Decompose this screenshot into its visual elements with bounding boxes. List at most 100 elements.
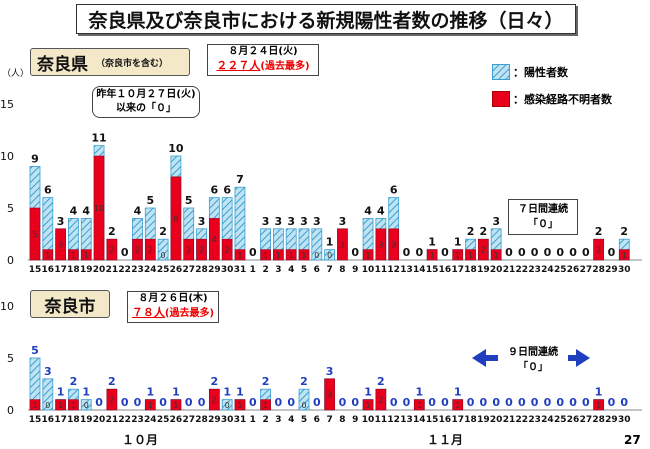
total-data-label: 0 bbox=[275, 396, 283, 409]
unknown-data-label: 2 bbox=[148, 246, 153, 255]
unknown-data-label: 1 bbox=[263, 401, 268, 410]
unknown-data-label: 1 bbox=[276, 251, 281, 260]
pref-record-value: ２２７人 bbox=[216, 59, 261, 72]
legend-unknown-swatch bbox=[492, 91, 510, 107]
x-tick-label: 7 bbox=[326, 265, 332, 275]
bar-unknown bbox=[375, 228, 387, 261]
total-data-label: 0 bbox=[121, 246, 129, 259]
x-tick-label: 15 bbox=[426, 265, 439, 275]
total-data-label: 0 bbox=[620, 396, 628, 409]
total-data-label: 0 bbox=[441, 396, 449, 409]
total-data-label: 3 bbox=[326, 365, 334, 378]
unknown-data-label: 0 bbox=[161, 251, 166, 260]
bar-unknown bbox=[29, 207, 41, 261]
x-tick-label: 11 bbox=[375, 265, 388, 275]
x-tick-label: 25 bbox=[157, 265, 170, 275]
city-consecutive-line1: ９日間連続 bbox=[508, 347, 558, 358]
bar-unknown bbox=[132, 238, 143, 261]
x-tick-label: 17 bbox=[54, 265, 67, 275]
bar-unknown bbox=[362, 399, 374, 411]
x-tick-label: 20 bbox=[490, 265, 503, 275]
total-data-label: 0 bbox=[518, 396, 526, 409]
total-data-label: 3 bbox=[339, 215, 347, 228]
total-data-label: 1 bbox=[454, 386, 462, 399]
unknown-data-label: 2 bbox=[212, 396, 217, 405]
x-tick-label: 17 bbox=[54, 415, 67, 425]
x-tick-label: 22 bbox=[516, 415, 529, 425]
x-tick-label: 16 bbox=[439, 265, 452, 275]
pref-zero-callout: 昨年１０月２７日(火) 以来の「０」 bbox=[92, 86, 200, 118]
total-data-label: 0 bbox=[249, 396, 257, 409]
x-tick-label: 13 bbox=[400, 415, 413, 425]
unknown-data-label: 1 bbox=[417, 401, 422, 410]
x-tick-label: 30 bbox=[618, 415, 631, 425]
unknown-data-label: 5 bbox=[32, 230, 37, 239]
x-tick-label: 20 bbox=[93, 265, 106, 275]
x-tick-label: 15 bbox=[29, 415, 42, 425]
unknown-data-label: 2 bbox=[109, 396, 114, 405]
x-tick-label: 29 bbox=[605, 265, 618, 275]
total-data-label: 2 bbox=[159, 225, 167, 238]
x-tick-label: 28 bbox=[195, 415, 208, 425]
total-data-label: 1 bbox=[57, 386, 65, 399]
total-data-label: 6 bbox=[223, 184, 231, 197]
y-tick-label: 5 bbox=[7, 352, 14, 365]
bar-positive bbox=[298, 388, 310, 411]
x-tick-label: 22 bbox=[118, 415, 131, 425]
bar-unknown bbox=[452, 249, 464, 261]
total-data-label: 4 bbox=[82, 204, 90, 217]
total-data-label: 3 bbox=[44, 365, 52, 378]
x-tick-label: 25 bbox=[157, 415, 170, 425]
bar-unknown bbox=[593, 238, 604, 261]
bar-unknown bbox=[68, 249, 79, 261]
legend-unknown: ：感染経路不明者数 bbox=[492, 91, 612, 107]
bar-unknown bbox=[593, 399, 604, 411]
x-tick-label: 19 bbox=[477, 415, 490, 425]
total-data-label: 0 bbox=[428, 396, 436, 409]
unknown-data-label: 2 bbox=[378, 396, 383, 405]
legend: ：陽性者数 ：感染経路不明者数 bbox=[492, 64, 612, 118]
y-tick-label: 15 bbox=[0, 98, 14, 111]
pref-record-date: ８月２４日(火) bbox=[228, 46, 298, 57]
bar-unknown bbox=[209, 218, 220, 261]
total-data-label: 1 bbox=[223, 386, 231, 399]
total-data-label: 2 bbox=[70, 375, 78, 388]
total-data-label: 0 bbox=[480, 396, 488, 409]
unknown-data-label: 2 bbox=[225, 246, 230, 255]
legend-unknown-label: ：感染経路不明者数 bbox=[513, 93, 612, 106]
bar-unknown bbox=[29, 399, 41, 411]
callout-line1: 昨年１０月２７日(火) bbox=[96, 89, 196, 100]
x-tick-label: 4 bbox=[288, 415, 294, 425]
pref-chart: 051015（人）9515611633174118411911102022210… bbox=[0, 68, 642, 275]
bar-positive bbox=[42, 378, 54, 411]
total-data-label: 0 bbox=[467, 396, 475, 409]
legend-positive-label: ：陽性者数 bbox=[513, 66, 568, 79]
y-tick-label: 10 bbox=[0, 300, 14, 313]
bar-unknown bbox=[106, 388, 118, 411]
bar-unknown bbox=[618, 249, 630, 261]
total-data-label: 1 bbox=[454, 236, 462, 249]
x-tick-label: 15 bbox=[29, 265, 42, 275]
total-data-label: 0 bbox=[608, 396, 616, 409]
total-data-label: 1 bbox=[364, 386, 372, 399]
bar-positive bbox=[157, 238, 169, 261]
unknown-data-label: 1 bbox=[71, 401, 76, 410]
city-record-note: (過去最多) bbox=[164, 308, 215, 319]
total-data-label: 2 bbox=[211, 375, 219, 388]
total-data-label: 3 bbox=[275, 215, 283, 228]
pref-consecutive-line1: ７日間連続 bbox=[518, 204, 568, 215]
total-data-label: 1 bbox=[82, 386, 90, 399]
unknown-data-label: 0 bbox=[327, 251, 332, 260]
pref-consecutive-line2: 「０」 bbox=[528, 219, 558, 230]
page-number: 27 bbox=[624, 433, 641, 447]
x-tick-label: 28 bbox=[592, 415, 605, 425]
y-tick-label: 10 bbox=[0, 150, 14, 163]
total-data-label: 0 bbox=[403, 246, 411, 259]
total-data-label: 2 bbox=[377, 375, 385, 388]
arrow-head-left bbox=[472, 349, 486, 367]
bar-unknown bbox=[337, 228, 348, 261]
unknown-data-label: 1 bbox=[366, 401, 371, 410]
total-data-label: 0 bbox=[569, 246, 577, 259]
pref-section-label: 奈良県 （奈良市を含む） bbox=[30, 48, 190, 76]
total-data-label: 9 bbox=[31, 152, 39, 165]
